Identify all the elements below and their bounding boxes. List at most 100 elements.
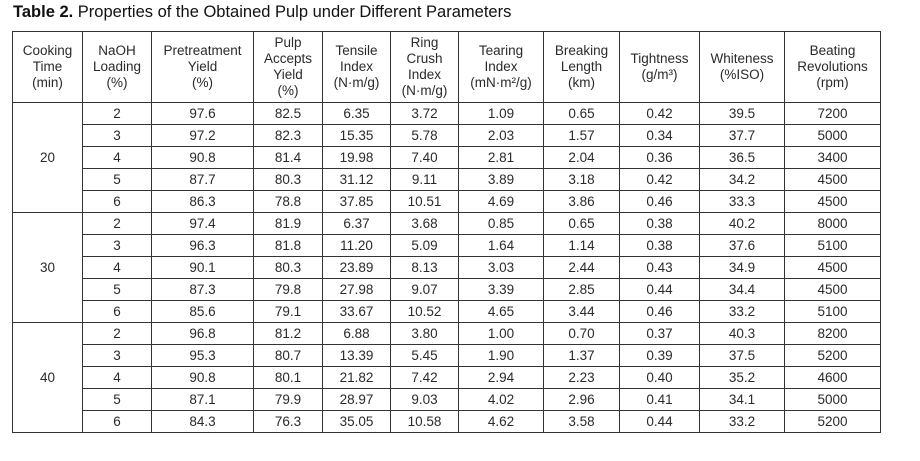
column-header: Whiteness (%ISO) [699,31,785,103]
table-cell: 3 [82,234,152,257]
header-line: Pretreatment [163,43,242,58]
header-line: Index [339,59,374,74]
table-row: 5 87.3 79.8 27.98 9.07 3.39 2.85 0.44 34.4 4500 [13,278,881,301]
table-cell: 90.1 [151,256,254,279]
table-cell: 79.9 [253,388,323,411]
table-cell: 19.98 [322,146,391,169]
column-header: Breaking Length (km) [543,31,620,103]
table-cell: 97.2 [151,124,254,147]
column-header: Tearing Index (mN·m²/g) [458,31,544,103]
table-cell: 3 [82,344,152,367]
table-cell: 5 [82,278,152,301]
table-cell: 0.43 [619,256,700,279]
header-row: Cooking Time (min) NaOH Loading (%) Pretreatme… [12,31,881,103]
table-row: 6 85.6 79.1 33.67 10.52 4.65 3.44 0.46 33.2 5100 [13,300,881,323]
cooking-time-cell: 30 [12,212,83,323]
table-cell: 79.8 [253,278,323,301]
header-line: (mN·m²/g) [470,75,532,90]
cooking-time-cell: 40 [12,322,83,433]
table-cell: 39.5 [699,102,785,125]
table-cell: 2 [82,322,152,345]
table-cell: 2.44 [543,256,620,279]
table-cell: 0.85 [458,212,544,235]
table-row: 3 95.3 80.7 13.39 5.45 1.90 1.37 0.39 37.5 5200 [13,344,881,367]
table-cell: 9.07 [390,278,459,301]
table-cell: 37.6 [699,234,785,257]
table-cell: 96.3 [151,234,254,257]
table-cell: 27.98 [322,278,391,301]
table-cell: 34.1 [699,388,785,411]
table-cell: 84.3 [151,410,254,433]
pulp-properties-table: Cooking Time (min) NaOH Loading (%) Pretreatme… [12,31,881,433]
table-row: 3 96.3 81.8 11.20 5.09 1.64 1.14 0.38 37.6 5100 [13,234,881,257]
table-cell: 2 [82,102,152,125]
table-row: 4 90.8 81.4 19.98 7.40 2.81 2.04 0.36 36.5 3400 [13,146,881,169]
table-cell: 8.13 [390,256,459,279]
table-cell: 6.35 [322,102,391,125]
table-cell: 3.18 [543,168,620,191]
table-cell: 10.52 [390,300,459,323]
table-cell: 1.14 [543,234,620,257]
table-cell: 3.58 [543,410,620,433]
table-cell: 1.57 [543,124,620,147]
table-cell: 3.39 [458,278,544,301]
table-cell: 97.6 [151,102,254,125]
header-line: Accepts [263,51,313,66]
table-row: 6 86.3 78.8 37.85 10.51 4.69 3.86 0.46 33.3 4500 [13,190,881,213]
table-cell: 21.82 [322,366,391,389]
table-cell: 34.4 [699,278,785,301]
table-cell: 4 [82,256,152,279]
table-row: 6 84.3 76.3 35.05 10.58 4.62 3.58 0.44 33.2 5200 [13,410,881,433]
header-line: Ring [410,35,439,50]
table-cell: 4.69 [458,190,544,213]
column-header: Beating Revolutions (rpm) [784,31,881,103]
table-cell: 81.4 [253,146,323,169]
header-line: (%) [277,83,299,98]
table-cell: 40.3 [699,322,785,345]
table-cell: 6 [82,300,152,323]
table-cell: 86.3 [151,190,254,213]
header-line: Revolutions [797,59,868,74]
header-line: Pulp [274,35,302,50]
table-cell: 5000 [784,388,881,411]
table-caption: Table 2. Properties of the Obtained Pulp… [13,3,511,22]
table-cell: 3.80 [390,322,459,345]
table-cell: 7.40 [390,146,459,169]
column-header: NaOH Loading (%) [82,31,152,103]
column-header: Tightness (g/m³) [619,31,700,103]
header-line: (min) [32,75,63,90]
table-cell: 28.97 [322,388,391,411]
table-cell: 3.03 [458,256,544,279]
table-cell: 0.42 [619,168,700,191]
table-cell: 6.88 [322,322,391,345]
table-cell: 6 [82,190,152,213]
header-line: Yield [187,59,218,74]
header-line: NaOH [98,43,136,58]
table-cell: 10.58 [390,410,459,433]
table-cell: 34.2 [699,168,785,191]
header-line: Loading [92,59,142,74]
table-cell: 37.7 [699,124,785,147]
column-header: Pretreatment Yield (%) [151,31,254,103]
table-cell: 0.39 [619,344,700,367]
header-line: (km) [568,75,595,90]
table-row: 5 87.1 79.9 28.97 9.03 4.02 2.96 0.41 34.1 5000 [13,388,881,411]
table-cell: 8200 [784,322,881,345]
caption-title: Properties of the Obtained Pulp under Di… [73,3,512,21]
table-cell: 5200 [784,410,881,433]
table-cell: 33.2 [699,300,785,323]
table-cell: 4 [82,366,152,389]
column-header: Cooking Time (min) [12,31,83,103]
table-row: 20 2 97.6 82.5 6.35 3.72 1.09 0.65 0.42 39.5 7200 [12,102,881,213]
table-cell: 4500 [784,190,881,213]
cooking-time-cell: 20 [12,102,83,213]
table-cell: 81.2 [253,322,323,345]
table-cell: 5.45 [390,344,459,367]
table-row: 4 90.8 80.1 21.82 7.42 2.94 2.23 0.40 35.2 4600 [13,366,881,389]
table-cell: 80.7 [253,344,323,367]
table-cell: 34.9 [699,256,785,279]
table-cell: 4500 [784,168,881,191]
table-cell: 2.81 [458,146,544,169]
table-cell: 4.02 [458,388,544,411]
table-cell: 9.03 [390,388,459,411]
